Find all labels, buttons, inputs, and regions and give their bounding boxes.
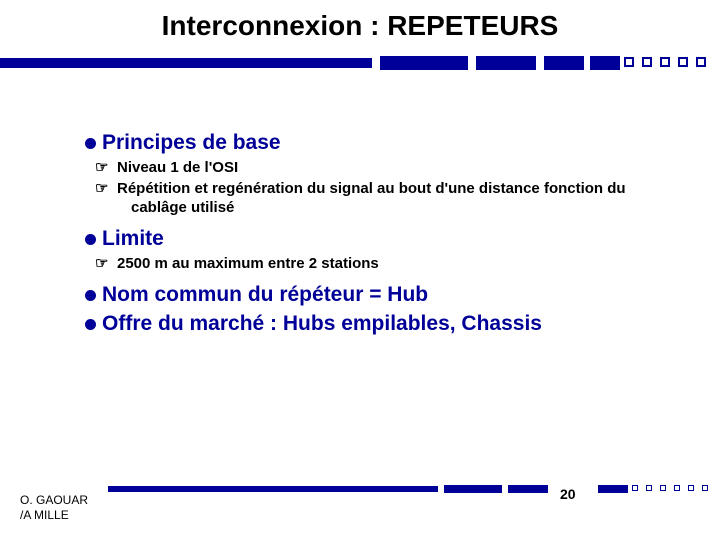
page-number: 20 (560, 486, 576, 502)
disc-bullet-icon (85, 290, 96, 301)
disc-bullet-icon (85, 234, 96, 245)
subbullet-niveau1-label: Niveau 1 de l'OSI (117, 159, 238, 176)
top-rule-decoration (0, 52, 720, 74)
subbullet-repetition-label: Répétition et regénération du signal au … (117, 180, 626, 216)
subbullet-2500m-label: 2500 m au maximum entre 2 stations (117, 255, 379, 272)
bullet-offre-label: Offre du marché : Hubs empilables, Chass… (102, 312, 542, 335)
author-line1: O. GAOUAR (20, 493, 88, 507)
bullet-principes-label: Principes de base (102, 131, 281, 154)
disc-bullet-icon (85, 319, 96, 330)
bullet-nom-label: Nom commun du répéteur = Hub (102, 283, 428, 306)
slide-title: Interconnexion : REPETEURS (0, 10, 720, 42)
footer-rule-decoration (108, 482, 720, 496)
bullet-limite-label: Limite (102, 227, 164, 250)
disc-bullet-icon (85, 138, 96, 149)
bullet-principes: Principes de base (85, 130, 685, 156)
subbullet-repetition: ☞Répétition et regénération du signal au… (113, 180, 685, 218)
bullet-limite: Limite (85, 226, 685, 252)
author-line2: /A MILLE (20, 508, 88, 522)
subbullet-niveau1: ☞Niveau 1 de l'OSI (113, 159, 685, 178)
subbullet-2500m: ☞2500 m au maximum entre 2 stations (113, 255, 685, 274)
bullet-nom: Nom commun du répéteur = Hub (85, 282, 685, 308)
author-block: O. GAOUAR /A MILLE (20, 493, 88, 522)
bullet-offre: Offre du marché : Hubs empilables, Chass… (85, 311, 685, 337)
content-area: Principes de base ☞Niveau 1 de l'OSI ☞Ré… (85, 130, 685, 340)
